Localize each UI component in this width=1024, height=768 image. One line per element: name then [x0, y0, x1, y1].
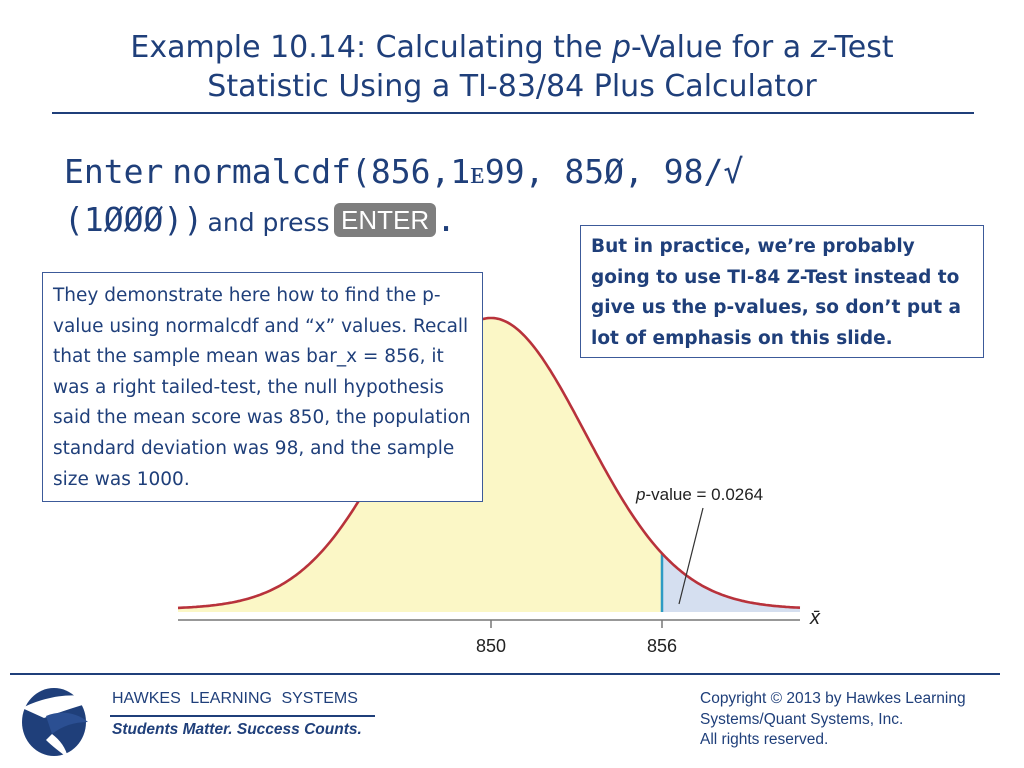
p-value-annotation: p-value = 0.0264: [635, 485, 763, 504]
brand-name: HAWKES LEARNING SYSTEMS: [112, 690, 358, 707]
copyright-notice: Copyright © 2013 by Hawkes Learning Syst…: [700, 689, 1010, 751]
normal-curve: [177, 316, 801, 610]
p-value-annotation-value: -value = 0.0264: [645, 485, 763, 504]
explanation-note-box: They demonstrate here how to find the p-…: [42, 272, 483, 502]
title-line-1: Example 10.14: Calculating the p-Value f…: [60, 28, 964, 67]
title-part-p: p: [611, 30, 631, 65]
and-press-text: and press: [207, 208, 330, 237]
copyright-line: All rights reserved.: [700, 731, 829, 748]
slide-title: Example 10.14: Calculating the p-Value f…: [60, 28, 964, 106]
title-line-2: Statistic Using a TI-83/84 Plus Calculat…: [207, 69, 817, 104]
x-axis-label: x̄: [809, 607, 821, 629]
brand-underline: [110, 715, 375, 717]
copyright-line: Copyright © 2013 by Hawkes Learning: [700, 690, 966, 707]
normalcdf-command-end: (1ØØØ)): [64, 200, 204, 239]
title-part: -Test: [826, 30, 894, 65]
instruction-line-1: Enter normalcdf(856,1ᴇ99, 85Ø, 98/√: [64, 152, 743, 192]
practice-note-box: But in practice, we’re probably going to…: [580, 225, 984, 358]
instruction-period: .: [436, 200, 456, 239]
instruction-line-2: (1ØØØ)) and press ENTER.: [64, 200, 456, 239]
p-value-callout-line: [678, 507, 704, 605]
enter-key-badge: ENTER: [334, 203, 437, 237]
title-part: -Value for a: [631, 30, 811, 65]
tick-label-856: 856: [647, 636, 677, 656]
title-part-z: z: [810, 30, 827, 65]
copyright-line: Systems/Quant Systems, Inc.: [700, 710, 904, 728]
brand-tagline: Students Matter. Success Counts.: [112, 721, 362, 738]
title-divider: [52, 112, 974, 114]
instruction-enter-word: Enter: [64, 152, 164, 191]
normalcdf-command: normalcdf(856,1ᴇ99, 85Ø, 98/√: [172, 152, 744, 191]
eagle-icon: [22, 688, 100, 758]
p-value-annotation-p: p: [635, 485, 645, 504]
tick-label-850: 850: [476, 636, 506, 656]
title-part: Example 10.14: Calculating the: [130, 30, 612, 65]
p-value-tail-area: [662, 553, 800, 612]
footer-divider: [10, 673, 1000, 675]
